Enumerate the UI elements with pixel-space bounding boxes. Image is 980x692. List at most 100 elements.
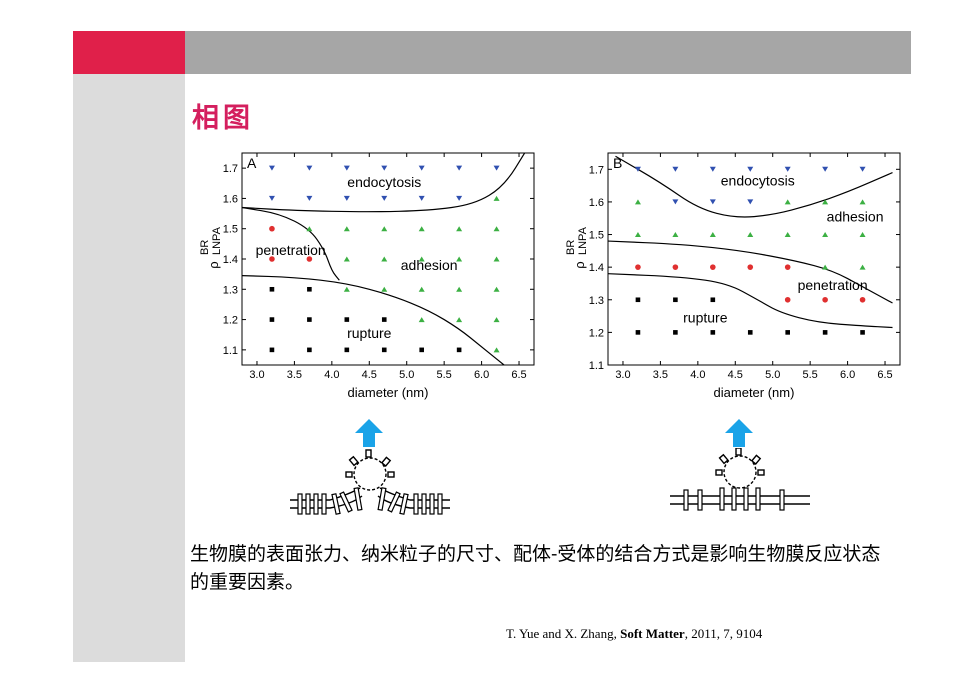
region-label: rupture <box>347 325 392 341</box>
marker-endocytosis <box>381 195 388 201</box>
marker-rupture <box>673 297 678 303</box>
y-axis-title-sup: BR <box>199 240 211 255</box>
accent-block <box>73 31 185 74</box>
y-tick-label: 1.4 <box>589 262 604 274</box>
marker-endocytosis <box>634 166 641 172</box>
marker-rupture <box>785 330 790 335</box>
y-tick-label: 1.3 <box>223 284 238 296</box>
marker-rupture <box>269 286 275 292</box>
marker-endocytosis <box>343 165 350 171</box>
marker-endocytosis <box>709 166 716 172</box>
marker-adhesion <box>747 232 754 238</box>
region-label: endocytosis <box>347 174 421 190</box>
marker-rupture <box>381 317 387 322</box>
y-tick-label: 1.5 <box>589 230 604 242</box>
marker-endocytosis <box>306 165 313 171</box>
x-axis-title: diameter (nm) <box>348 385 429 400</box>
marker-adhesion <box>456 226 463 232</box>
marker-penetration <box>747 264 754 270</box>
x-tick-label: 5.0 <box>765 369 780 381</box>
marker-endocytosis <box>418 165 425 171</box>
marker-penetration <box>710 264 716 270</box>
marker-rupture <box>269 317 275 322</box>
marker-penetration <box>784 296 791 303</box>
region-label: penetration <box>798 277 868 293</box>
y-axis-title: ρ BR LNPA <box>199 226 223 268</box>
header-bar <box>185 31 911 74</box>
marker-rupture <box>710 297 716 303</box>
left-sidebar-panel <box>73 74 185 662</box>
y-axis-title: ρ BR LNPA <box>565 226 589 268</box>
marker-adhesion <box>493 347 500 353</box>
marker-adhesion <box>709 232 716 238</box>
y-tick-label: 1.7 <box>223 163 238 175</box>
marker-rupture <box>635 330 641 335</box>
slide-caption: 生物膜的表面张力、纳米粒子的尺寸、配体-受体的结合方式是影响生物膜反应状态的重要… <box>190 543 881 593</box>
marker-endocytosis <box>747 199 754 205</box>
x-tick-label: 4.5 <box>728 369 743 381</box>
marker-endocytosis <box>672 199 679 205</box>
marker-endocytosis <box>672 166 679 172</box>
marker-adhesion <box>418 226 425 232</box>
marker-endocytosis <box>822 166 829 172</box>
marker-adhesion <box>343 256 350 262</box>
marker-rupture <box>307 347 312 353</box>
marker-penetration <box>672 264 679 270</box>
marker-adhesion <box>493 317 500 323</box>
phase-boundary-line <box>608 240 893 304</box>
marker-adhesion <box>822 264 829 270</box>
phase-boundary-line <box>242 275 505 365</box>
marker-adhesion <box>634 232 641 238</box>
marker-adhesion <box>859 199 866 205</box>
marker-rupture <box>456 347 462 353</box>
x-tick-label: 6.0 <box>840 369 855 381</box>
x-tick-label: 5.5 <box>803 369 818 381</box>
marker-endocytosis <box>709 199 716 205</box>
marker-adhesion <box>381 286 388 292</box>
marker-rupture <box>307 317 312 322</box>
panel-letter: B <box>613 155 622 171</box>
y-axis-title-sub: LNPA <box>577 226 589 255</box>
marker-endocytosis <box>418 195 425 201</box>
marker-rupture <box>381 347 387 353</box>
marker-endocytosis <box>343 195 350 201</box>
y-axis-title-sup: BR <box>565 240 577 255</box>
phase-diagram-b: 3.0 3.5 4.0 4.5 5.0 5.5 6.0 6.5 1.1 1.2 1.3 1.4 1.5 1… <box>565 152 901 400</box>
marker-endocytosis <box>747 166 754 172</box>
marker-rupture <box>860 330 865 335</box>
marker-rupture <box>419 347 424 353</box>
membrane-deformation-schematic <box>290 449 450 515</box>
region-label: adhesion <box>401 257 458 273</box>
x-tick-label: 3.5 <box>287 369 302 381</box>
marker-rupture <box>344 347 350 353</box>
marker-endocytosis <box>456 195 463 201</box>
marker-adhesion <box>456 286 463 292</box>
marker-adhesion <box>634 199 641 205</box>
y-tick-label: 1.7 <box>589 164 604 176</box>
region-label: adhesion <box>827 209 884 225</box>
panel-letter: A <box>247 155 257 171</box>
marker-adhesion <box>418 286 425 292</box>
y-tick-label: 1.4 <box>223 254 238 266</box>
phase-boundary-line <box>615 155 893 218</box>
marker-adhesion <box>859 264 866 270</box>
y-tick-label: 1.5 <box>223 224 238 236</box>
citation-journal: Soft Matter <box>620 626 685 641</box>
marker-penetration <box>269 256 275 262</box>
region-label: rupture <box>683 310 728 326</box>
marker-rupture <box>269 347 275 353</box>
marker-adhesion <box>493 226 500 232</box>
marker-rupture <box>710 330 716 335</box>
x-tick-label: 3.0 <box>615 369 630 381</box>
marker-adhesion <box>672 232 679 238</box>
x-tick-label: 3.5 <box>653 369 668 381</box>
marker-endocytosis <box>493 165 500 171</box>
marker-adhesion <box>306 226 313 232</box>
y-tick-label: 1.6 <box>589 197 604 209</box>
citation-details: , 2011, 7, 9104 <box>684 626 763 641</box>
x-tick-label: 6.5 <box>511 369 526 381</box>
y-tick-label: 1.2 <box>589 327 604 339</box>
x-tick-label: 4.0 <box>690 369 705 381</box>
marker-adhesion <box>381 256 388 262</box>
